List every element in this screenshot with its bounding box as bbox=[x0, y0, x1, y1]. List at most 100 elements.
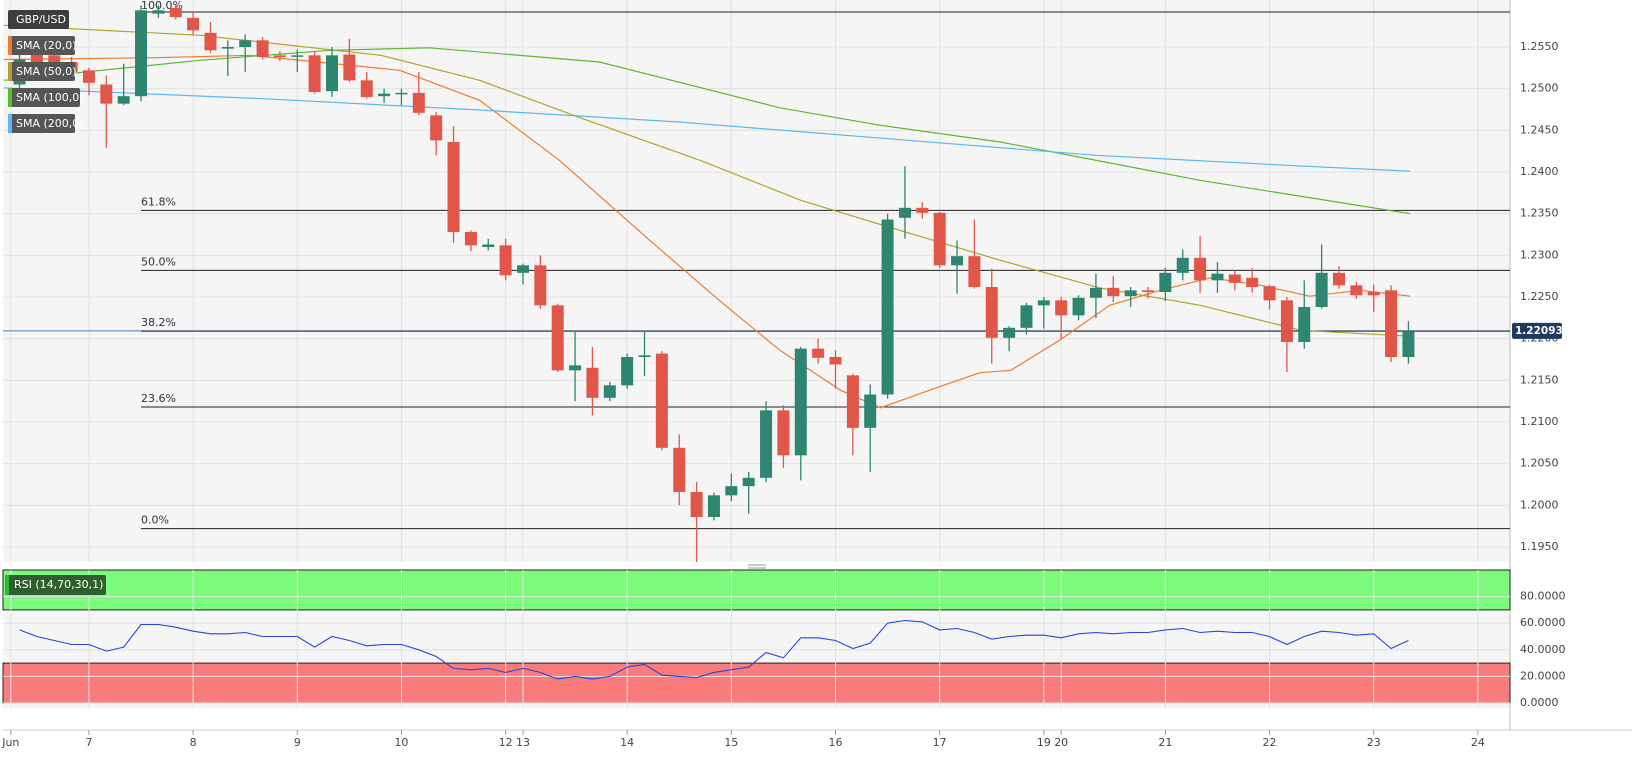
last-price-tag bbox=[1512, 322, 1562, 339]
legend-swatch bbox=[8, 62, 12, 81]
candle-body bbox=[516, 265, 529, 273]
legend-label: SMA (20,0) bbox=[16, 39, 77, 52]
candle-body bbox=[1055, 300, 1068, 316]
plot-layer: 1.19501.20001.20501.21001.21501.22001.22… bbox=[1, 0, 1566, 749]
candle-body bbox=[621, 357, 634, 386]
candle-body bbox=[152, 10, 165, 14]
candle-body bbox=[812, 348, 825, 358]
candle-body bbox=[1124, 290, 1137, 297]
candle-body bbox=[655, 353, 668, 448]
x-tick-label: 22 bbox=[1263, 736, 1277, 749]
rsi-band bbox=[2, 569, 1511, 611]
y-tick-label: 1.2550 bbox=[1520, 40, 1559, 53]
fib-level-label: 61.8% bbox=[141, 195, 176, 208]
y-tick-label: 80.0000 bbox=[1520, 590, 1566, 603]
candle-body bbox=[1020, 305, 1033, 328]
candle-body bbox=[100, 84, 113, 104]
legend-box bbox=[8, 36, 75, 55]
candle-body bbox=[673, 447, 686, 492]
candle-body bbox=[846, 375, 859, 428]
x-tick-label: 8 bbox=[190, 736, 197, 749]
candle-body bbox=[794, 348, 807, 456]
x-tick-label: 13 bbox=[516, 736, 530, 749]
candle-body bbox=[1246, 277, 1259, 287]
candle-body bbox=[326, 55, 339, 92]
price-panel bbox=[3, 0, 1510, 562]
x-tick-label: 12 bbox=[499, 736, 513, 749]
candle-body bbox=[968, 256, 981, 287]
candle-body bbox=[1228, 274, 1241, 283]
candle-body bbox=[430, 115, 443, 141]
y-tick-label: 1.2050 bbox=[1520, 457, 1559, 470]
candle-body bbox=[378, 93, 391, 97]
x-tick-label: 7 bbox=[85, 736, 92, 749]
candle-body bbox=[1107, 287, 1120, 297]
candle-body bbox=[690, 492, 703, 517]
candle-body bbox=[760, 410, 773, 478]
candle-body bbox=[135, 10, 148, 97]
candle-body bbox=[534, 265, 547, 306]
fib-level-label: 23.6% bbox=[141, 392, 176, 405]
legend-swatch bbox=[8, 114, 12, 133]
candle-body bbox=[464, 232, 477, 246]
candle-body bbox=[1298, 307, 1311, 342]
candle-body bbox=[291, 55, 304, 57]
candle-body bbox=[707, 495, 720, 517]
candle-body bbox=[916, 207, 929, 213]
x-tick-label: 10 bbox=[394, 736, 408, 749]
legend-box bbox=[8, 62, 75, 81]
x-tick-label: 15 bbox=[724, 736, 738, 749]
x-tick-label: 20 bbox=[1054, 736, 1068, 749]
y-tick-label: 1.2400 bbox=[1520, 165, 1559, 178]
legend-label: RSI (14,70,30,1) bbox=[14, 578, 103, 591]
legend-label: SMA (200,0) bbox=[16, 117, 84, 130]
y-tick-label: 20.0000 bbox=[1520, 669, 1566, 682]
legend-box bbox=[8, 10, 69, 29]
candle-body bbox=[447, 142, 460, 232]
candle-body bbox=[985, 287, 998, 338]
x-tick-label: 9 bbox=[294, 736, 301, 749]
candle-body bbox=[1332, 272, 1345, 286]
candle-body bbox=[169, 7, 182, 17]
y-tick-label: 1.2350 bbox=[1520, 207, 1559, 220]
fib-level-label: 50.0% bbox=[141, 255, 176, 268]
candle-body bbox=[1315, 272, 1328, 307]
y-tick-label: 1.2500 bbox=[1520, 82, 1559, 95]
y-tick-label: 1.2150 bbox=[1520, 373, 1559, 386]
x-tick-label: 16 bbox=[828, 736, 842, 749]
fib-level-label: 0.0% bbox=[141, 514, 169, 527]
candle-body bbox=[82, 70, 95, 83]
candle-body bbox=[1089, 287, 1102, 298]
candle-body bbox=[1176, 257, 1189, 273]
candle-body bbox=[1280, 300, 1293, 342]
candle-body bbox=[204, 32, 217, 51]
legend-label: SMA (50,0) bbox=[16, 65, 77, 78]
candle-body bbox=[569, 365, 582, 371]
y-tick-label: 40.0000 bbox=[1520, 643, 1566, 656]
y-tick-label: 1.2000 bbox=[1520, 498, 1559, 511]
y-tick-label: 1.2300 bbox=[1520, 248, 1559, 261]
x-tick-label: 14 bbox=[620, 736, 634, 749]
candle-body bbox=[864, 394, 877, 428]
legend-swatch bbox=[8, 88, 12, 107]
candle-body bbox=[725, 486, 738, 496]
x-tick-label: 19 bbox=[1037, 736, 1051, 749]
y-tick-label: 60.0000 bbox=[1520, 616, 1566, 629]
candle-body bbox=[638, 355, 651, 357]
candle-body bbox=[273, 55, 286, 57]
candle-body bbox=[117, 96, 130, 104]
candle-body bbox=[256, 40, 269, 57]
candle-body bbox=[343, 54, 356, 81]
legend-box bbox=[5, 575, 106, 595]
candle-body bbox=[933, 212, 946, 266]
y-tick-label: 1.1950 bbox=[1520, 540, 1559, 553]
legend-swatch bbox=[8, 36, 12, 55]
x-tick-label: Jun bbox=[1, 736, 19, 749]
x-tick-label: 24 bbox=[1471, 736, 1485, 749]
candle-body bbox=[308, 55, 321, 92]
candle-body bbox=[1263, 286, 1276, 301]
candle-body bbox=[1159, 272, 1172, 292]
y-tick-label: 0.0000 bbox=[1520, 696, 1559, 709]
candle-body bbox=[1402, 331, 1415, 357]
candle-body bbox=[777, 410, 790, 456]
